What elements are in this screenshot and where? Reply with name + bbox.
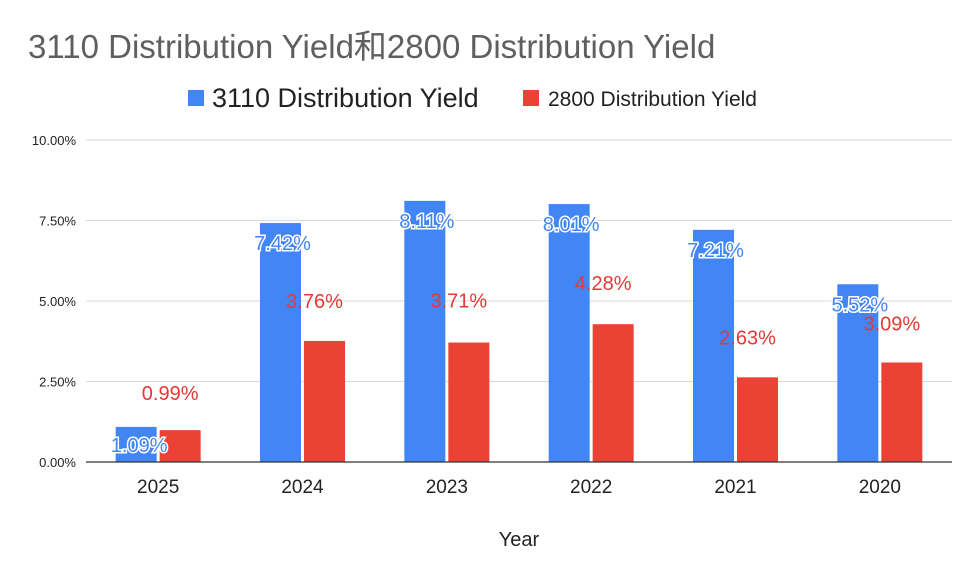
data-label-3110-2022: 8.01%	[543, 214, 600, 236]
legend-swatch-3110	[188, 90, 204, 106]
x-tick-label: 2020	[859, 477, 901, 498]
y-tick-label: 0.00%	[39, 455, 76, 470]
data-label-2800-2022: 4.28%	[575, 273, 632, 295]
data-label-3110-2023: 8.11%	[399, 211, 454, 233]
bar-2800-2023	[448, 342, 490, 462]
data-label-2800-2020: 3.09%	[863, 314, 920, 336]
x-tick-label: 2024	[281, 477, 324, 498]
data-label-3110-2021: 7.21%	[687, 240, 744, 262]
x-axis-title: Year	[499, 529, 540, 551]
y-tick-label: 2.50%	[39, 375, 76, 390]
data-label-2800-2021: 2.63%	[719, 327, 776, 349]
bar-2800-2024	[304, 340, 345, 462]
bar-2800-2022	[592, 324, 634, 462]
bar-3110-2020	[837, 284, 879, 462]
x-tick-label: 2025	[137, 477, 179, 498]
legend-swatch-2800	[523, 90, 539, 106]
legend-label-2800: 2800 Distribution Yield	[548, 88, 757, 111]
data-label-2800-2024: 3.76%	[286, 291, 343, 313]
x-tick-label: 2023	[426, 477, 468, 498]
data-label-2800-2023: 3.71%	[430, 291, 487, 313]
gridlines	[86, 139, 952, 382]
legend: 3110 Distribution Yield 2800 Distributio…	[188, 83, 757, 113]
x-axis-ticks: 2025 2024 2023 2022 2021 2020	[137, 477, 901, 498]
data-label-2800-2025: 0.99%	[142, 383, 199, 405]
bar-3110-2024	[260, 223, 301, 462]
x-tick-label: 2021	[714, 477, 756, 498]
bar-3110-2022	[548, 204, 590, 462]
x-tick-label: 2022	[570, 477, 612, 498]
bars	[115, 200, 923, 462]
chart-title: 3110 Distribution Yield和2800 Distributio…	[28, 28, 715, 65]
y-tick-label: 7.50%	[39, 214, 76, 229]
y-tick-label: 10.00%	[32, 133, 77, 148]
y-axis-ticks: 0.00% 2.50% 5.00% 7.50% 10.00%	[32, 133, 77, 470]
bar-2800-2025	[159, 430, 201, 462]
y-tick-label: 5.00%	[39, 294, 76, 309]
bar-3110-2023	[404, 200, 446, 462]
bar-2800-2021	[737, 377, 778, 462]
data-labels: 1.09% 0.99% 7.42% 3.76% 8.11% 3.71% 8.01% 4.28%…	[109, 209, 920, 458]
bar-3110-2021	[693, 229, 734, 462]
bar-2800-2020	[881, 362, 923, 462]
bar-3110-2025	[115, 426, 157, 462]
data-label-3110-2020: 5.52%	[831, 294, 888, 316]
data-label-3110-2025: 1.09%	[111, 435, 168, 457]
data-label-3110-2024: 7.42%	[254, 233, 311, 255]
legend-label-3110: 3110 Distribution Yield	[212, 83, 479, 113]
